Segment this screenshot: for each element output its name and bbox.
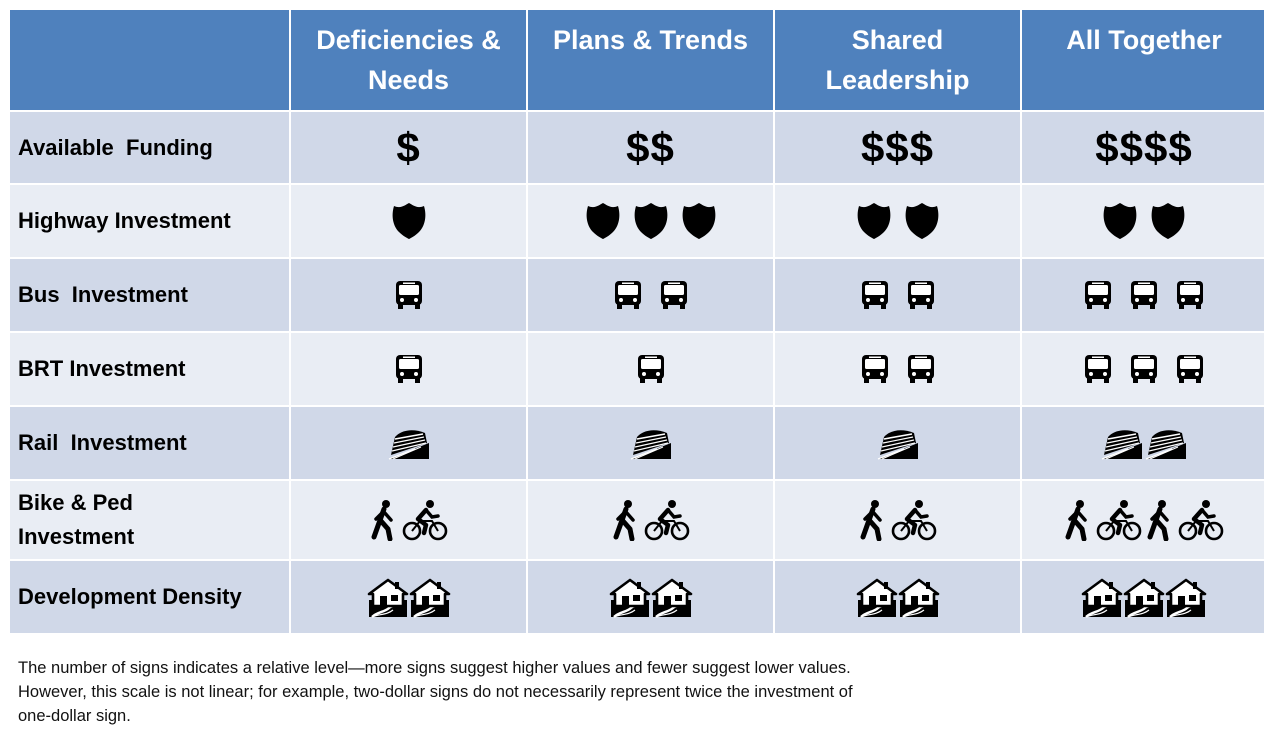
rating-cell — [528, 481, 773, 559]
rating-cell — [528, 185, 773, 257]
house-icon — [1165, 576, 1207, 618]
bus-icon — [907, 280, 935, 310]
rating-cell — [775, 259, 1020, 331]
bus-icon — [395, 280, 423, 310]
train-icon — [629, 425, 673, 461]
house-icon — [1123, 576, 1165, 618]
rating-cell — [291, 561, 526, 633]
walk-bike-icon — [859, 499, 937, 541]
rating-cell — [1022, 407, 1264, 479]
rating-cell — [775, 407, 1020, 479]
dollar-icon: $$$$ — [1095, 123, 1193, 171]
train-icon — [1144, 425, 1188, 461]
rating-cell: $$$$ — [1022, 112, 1264, 183]
rating-cell — [1022, 259, 1264, 331]
house-icon — [367, 576, 409, 618]
rating-cell — [1022, 333, 1264, 405]
walk-bike-icon — [612, 499, 690, 541]
column-header-deficiencies: Deficiencies & Needs — [291, 10, 526, 110]
footnote: The number of signs indicates a relative… — [18, 659, 853, 725]
rating-cell — [528, 259, 773, 331]
house-icon — [898, 576, 940, 618]
row-label: Available Funding — [10, 112, 289, 183]
rating-cell: $ — [291, 112, 526, 183]
bus-icon — [1176, 280, 1204, 310]
walk-bike-icon — [1064, 499, 1142, 541]
highway-shield-icon — [633, 202, 669, 240]
highway-shield-icon — [391, 202, 427, 240]
house-icon — [651, 576, 693, 618]
dollar-icon: $ — [396, 123, 421, 171]
highway-shield-icon — [1150, 202, 1186, 240]
row-label: Bus Investment — [10, 259, 289, 331]
bus-icon — [637, 354, 665, 384]
column-header-shared: Shared Leadership — [775, 10, 1020, 110]
rating-cell — [528, 333, 773, 405]
bus-icon — [1084, 280, 1112, 310]
rating-cell: $$ — [528, 112, 773, 183]
rating-cell — [528, 407, 773, 479]
row-label: Rail Investment — [10, 407, 289, 479]
rating-cell — [291, 481, 526, 559]
highway-shield-icon — [856, 202, 892, 240]
bus-icon — [614, 280, 642, 310]
rating-cell — [1022, 481, 1264, 559]
bus-icon — [1130, 280, 1158, 310]
rating-cell: $$$ — [775, 112, 1020, 183]
house-icon — [609, 576, 651, 618]
rating-cell — [775, 333, 1020, 405]
rating-cell — [1022, 185, 1264, 257]
rating-cell — [291, 407, 526, 479]
rating-cell — [775, 561, 1020, 633]
bus-icon — [861, 354, 889, 384]
train-icon — [387, 425, 431, 461]
train-icon — [876, 425, 920, 461]
walk-bike-icon — [1146, 499, 1224, 541]
rating-cell — [291, 333, 526, 405]
bus-icon — [1130, 354, 1158, 384]
highway-shield-icon — [904, 202, 940, 240]
house-icon — [1081, 576, 1123, 618]
rating-cell — [1022, 561, 1264, 633]
highway-shield-icon — [681, 202, 717, 240]
column-header-plans: Plans & Trends — [528, 10, 773, 110]
comparison-table: Deficiencies & Needs Plans & Trends Shar… — [10, 10, 1264, 633]
dollar-icon: $$$ — [860, 123, 935, 171]
row-label: Development Density — [10, 561, 289, 633]
train-icon — [1100, 425, 1144, 461]
highway-shield-icon — [1102, 202, 1138, 240]
bus-icon — [1176, 354, 1204, 384]
row-label: Bike & Ped Investment — [10, 481, 289, 559]
bus-icon — [1084, 354, 1112, 384]
rating-cell — [775, 185, 1020, 257]
row-label: Highway Investment — [10, 185, 289, 257]
dollar-icon: $$ — [626, 123, 675, 171]
bus-icon — [660, 280, 688, 310]
highway-shield-icon — [585, 202, 621, 240]
column-header-all: All Together — [1022, 10, 1264, 110]
rating-cell — [291, 185, 526, 257]
bus-icon — [907, 354, 935, 384]
header-corner — [10, 10, 289, 110]
house-icon — [409, 576, 451, 618]
rating-cell — [291, 259, 526, 331]
walk-bike-icon — [370, 499, 448, 541]
rating-cell — [775, 481, 1020, 559]
house-icon — [856, 576, 898, 618]
bus-icon — [861, 280, 889, 310]
rating-cell — [528, 561, 773, 633]
row-label: BRT Investment — [10, 333, 289, 405]
bus-icon — [395, 354, 423, 384]
